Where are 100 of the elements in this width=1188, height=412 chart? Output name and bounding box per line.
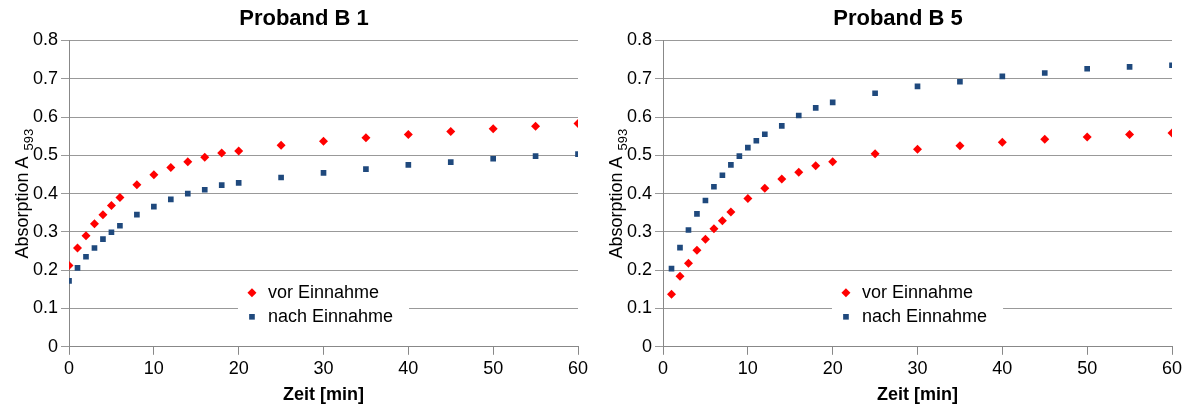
point (812, 104, 819, 111)
point (81, 231, 91, 241)
chart-title: Proband B 5 (833, 5, 963, 31)
y-tick-label: 0.2 (626, 259, 653, 280)
point (183, 157, 193, 167)
x-tick-label: 20 (228, 357, 249, 378)
point (134, 211, 140, 218)
point (719, 172, 726, 179)
y-tick-label: 0.6 (626, 105, 653, 126)
legend-label: vor Einnahme (267, 281, 380, 302)
y-tick-label: 0.4 (32, 182, 59, 203)
point (743, 194, 753, 204)
point (760, 183, 770, 193)
y-tick-label: 0 (48, 335, 59, 356)
y-tick-label: 0.8 (626, 29, 653, 50)
legend-label: nach Einnahme (861, 305, 988, 326)
chart-title: Proband B 1 (239, 5, 369, 31)
y-tick-label: 0.2 (32, 259, 59, 280)
point (870, 149, 880, 159)
y-tick-label: 0.5 (626, 144, 653, 165)
point (745, 144, 751, 151)
point (217, 148, 227, 158)
point (132, 180, 142, 190)
point (98, 210, 108, 220)
point (149, 170, 159, 180)
x-tick-label: 40 (398, 357, 419, 378)
point (997, 137, 1007, 147)
point (363, 166, 369, 172)
point (108, 229, 115, 236)
x-tick-label: 60 (567, 357, 589, 378)
point (957, 78, 963, 85)
x-axis-title: Zeit [min] (877, 384, 959, 405)
y-tick-label: 0 (642, 335, 653, 356)
point (532, 153, 539, 159)
x-tick-label: 10 (737, 357, 758, 378)
y-tick-label: 0.1 (626, 297, 653, 318)
point (531, 121, 541, 131)
point (1082, 132, 1092, 142)
point (913, 144, 923, 154)
point (405, 162, 412, 168)
x-tick-label: 10 (143, 357, 164, 378)
y-tick-label: 0.8 (32, 29, 59, 50)
point (778, 122, 785, 129)
point (89, 219, 99, 229)
point (1084, 65, 1090, 72)
x-tick-label: 20 (822, 357, 843, 378)
point (692, 245, 702, 255)
legend-label: vor Einnahme (861, 281, 974, 302)
point (694, 211, 700, 217)
point (91, 245, 98, 251)
legend-label: nach Einnahme (267, 305, 394, 326)
point (872, 90, 878, 97)
point (166, 163, 176, 173)
point (447, 159, 454, 166)
point (115, 192, 125, 202)
point (726, 207, 736, 217)
x-tick-label: 0 (658, 357, 669, 378)
point (667, 289, 677, 299)
point (235, 180, 242, 186)
point (700, 234, 710, 244)
point (167, 196, 174, 203)
point (811, 161, 821, 171)
point (361, 133, 371, 143)
point (753, 137, 760, 144)
y-tick-label: 0.6 (32, 105, 59, 126)
point (777, 174, 787, 184)
y-tick-label: 0.1 (32, 297, 59, 318)
y-tick-label: 0.7 (626, 67, 653, 88)
point (73, 243, 83, 253)
point (234, 146, 244, 156)
point (711, 183, 717, 190)
point (1040, 134, 1050, 144)
point (278, 174, 284, 181)
point (728, 162, 734, 168)
point (794, 167, 804, 177)
point (276, 140, 286, 150)
point (1126, 64, 1133, 70)
point (717, 216, 727, 226)
point (201, 186, 208, 193)
point (829, 99, 836, 106)
x-tick-label: 50 (483, 357, 504, 378)
x-tick-label: 50 (1077, 357, 1098, 378)
point (403, 130, 413, 140)
point (200, 152, 210, 162)
point (795, 112, 802, 119)
x-axis-title: Zeit [min] (283, 384, 365, 405)
x-tick-label: 0 (64, 357, 75, 378)
x-tick-label: 30 (907, 357, 928, 378)
x-tick-label: 30 (313, 357, 334, 378)
point (490, 155, 496, 162)
x-tick-label: 60 (1161, 357, 1183, 378)
point (1041, 70, 1048, 76)
point (1125, 130, 1135, 140)
point (685, 227, 692, 233)
point (683, 258, 693, 268)
point (955, 141, 965, 151)
point (184, 190, 191, 197)
point (83, 253, 89, 260)
point (709, 224, 719, 234)
point (761, 131, 768, 138)
